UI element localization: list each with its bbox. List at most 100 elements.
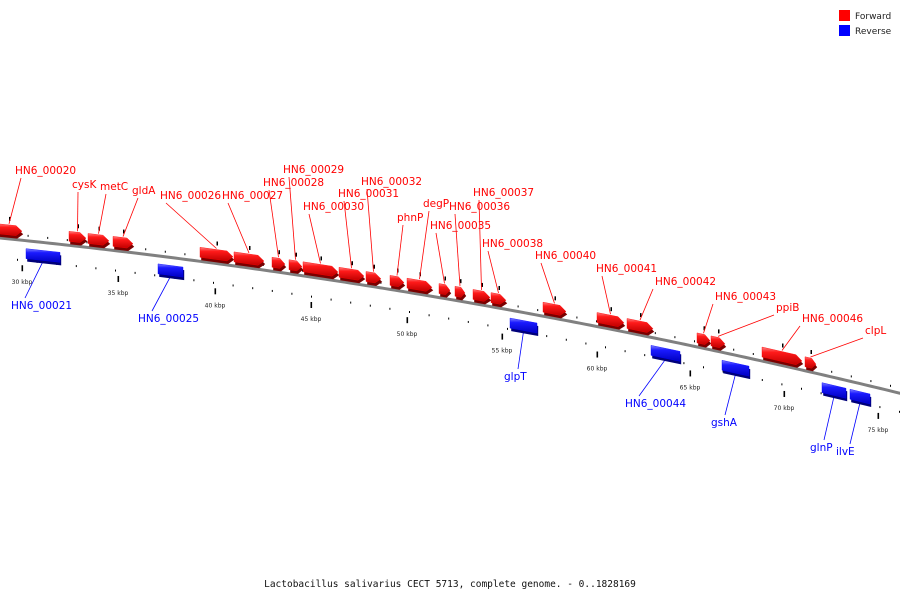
gene-degP — [406, 277, 434, 295]
minor-tick — [154, 274, 156, 277]
gene-body — [626, 318, 654, 333]
gene-tick — [351, 261, 353, 266]
minor-tick — [654, 332, 656, 335]
genome-caption: Lactobacillus salivarius CECT 5713, comp… — [264, 579, 636, 590]
leader-line — [540, 262, 555, 304]
gene-HN6_00029 — [288, 259, 304, 274]
gene-tick — [9, 216, 11, 221]
leader-line — [810, 337, 864, 358]
gene-label: glpT — [504, 371, 527, 383]
minor-tick — [596, 320, 597, 323]
gene-body — [490, 292, 507, 305]
minor-tick — [271, 289, 273, 292]
minor-tick — [624, 350, 626, 353]
gene-label: HN6_00036 — [449, 201, 510, 213]
major-tick — [117, 275, 120, 282]
leader-line — [419, 210, 430, 280]
scale-tick-label: 40 kbp — [205, 302, 226, 309]
minor-tick — [75, 265, 77, 268]
gene-label: HN6_00032 — [361, 176, 422, 188]
minor-tick — [17, 258, 18, 261]
gene-body — [365, 271, 382, 284]
leader-line — [435, 232, 445, 284]
minor-tick — [831, 370, 833, 373]
scale-tick-label: 70 kbp — [774, 405, 795, 412]
gene-body — [849, 388, 871, 405]
leader-line — [849, 402, 861, 445]
minor-tick — [605, 346, 606, 349]
gene-label: HN6_00040 — [535, 250, 596, 262]
gene-tick — [810, 350, 812, 355]
gene-tick — [640, 313, 642, 318]
minor-tick — [879, 406, 881, 409]
gene-label: clpL — [865, 325, 886, 337]
leader-line — [8, 177, 22, 225]
scale-tick-label: 30 kbp — [12, 279, 33, 286]
gene-label: HN6_00046 — [802, 313, 863, 325]
gene-HN6_00025 — [157, 263, 185, 281]
gene-body — [233, 251, 265, 266]
major-tick — [689, 370, 692, 377]
gene-label: HN6_00029 — [283, 164, 344, 176]
gene-label: HN6_00025 — [138, 313, 199, 325]
gene-HN6_00020 — [0, 223, 24, 239]
gene-body — [338, 267, 365, 281]
leader-line — [308, 213, 321, 264]
gene-metC — [87, 233, 111, 249]
gene-HN6_00046 — [761, 346, 804, 368]
gene-body — [710, 335, 726, 348]
major-tick — [214, 288, 217, 295]
gene-glnP — [821, 382, 848, 402]
minor-tick — [164, 250, 166, 253]
gene-HN6_00037 — [472, 289, 492, 305]
gene-ppiB — [710, 335, 727, 351]
minor-tick — [644, 354, 646, 357]
gene-body — [721, 360, 750, 377]
leader-line — [823, 396, 835, 441]
gene-label: HN6_00041 — [596, 263, 657, 275]
leader-line — [366, 188, 374, 272]
minor-tick — [733, 348, 735, 351]
gene-labels: HN6_00020 HN6_00021 cysK metC gldA HN6_00025 H… — [11, 164, 886, 458]
gene-body — [696, 332, 711, 345]
major-tick — [21, 265, 24, 272]
minor-tick — [890, 384, 891, 387]
gene-label: ppiB — [776, 302, 799, 314]
minor-tick — [184, 253, 186, 256]
minor-tick — [252, 287, 254, 290]
gene-gshA — [721, 360, 751, 380]
gene-body — [389, 275, 405, 287]
gene-label: cysK — [72, 179, 97, 191]
gene-HN6_00038 — [490, 292, 508, 308]
gene-ilvE — [849, 388, 872, 407]
minor-tick — [193, 279, 195, 282]
leader-line — [268, 189, 279, 258]
leader-line — [487, 250, 499, 294]
gene-label: degP — [423, 198, 449, 210]
leader-line — [396, 224, 404, 276]
gene-label: phnP — [397, 212, 423, 224]
gene-tick — [460, 279, 462, 284]
gene-label: HN6_00021 — [11, 300, 72, 312]
leader-line — [165, 202, 217, 249]
gene-label: HN6_00031 — [338, 188, 399, 200]
gene-tick — [498, 285, 500, 290]
minor-tick — [86, 241, 88, 244]
minor-tick — [409, 311, 410, 313]
minor-tick — [801, 387, 802, 390]
leader-line — [24, 261, 44, 299]
gene-label: HN6_00044 — [625, 398, 686, 410]
label-leaders — [8, 176, 864, 445]
minor-tick — [565, 338, 567, 341]
gene-tick — [249, 245, 251, 250]
gene-HN6_00044 — [650, 345, 682, 365]
gene-HN6_00041 — [596, 312, 626, 330]
leader-line — [517, 331, 524, 370]
genome-backbone — [0, 236, 900, 395]
minor-tick — [870, 380, 872, 383]
gene-label: ilvE — [836, 446, 855, 458]
gene-label: HN6_00043 — [715, 291, 776, 303]
scale-tick-label: 60 kbp — [587, 366, 608, 373]
minor-tick — [576, 316, 578, 319]
scale-tick-label: 35 kbp — [108, 290, 129, 297]
